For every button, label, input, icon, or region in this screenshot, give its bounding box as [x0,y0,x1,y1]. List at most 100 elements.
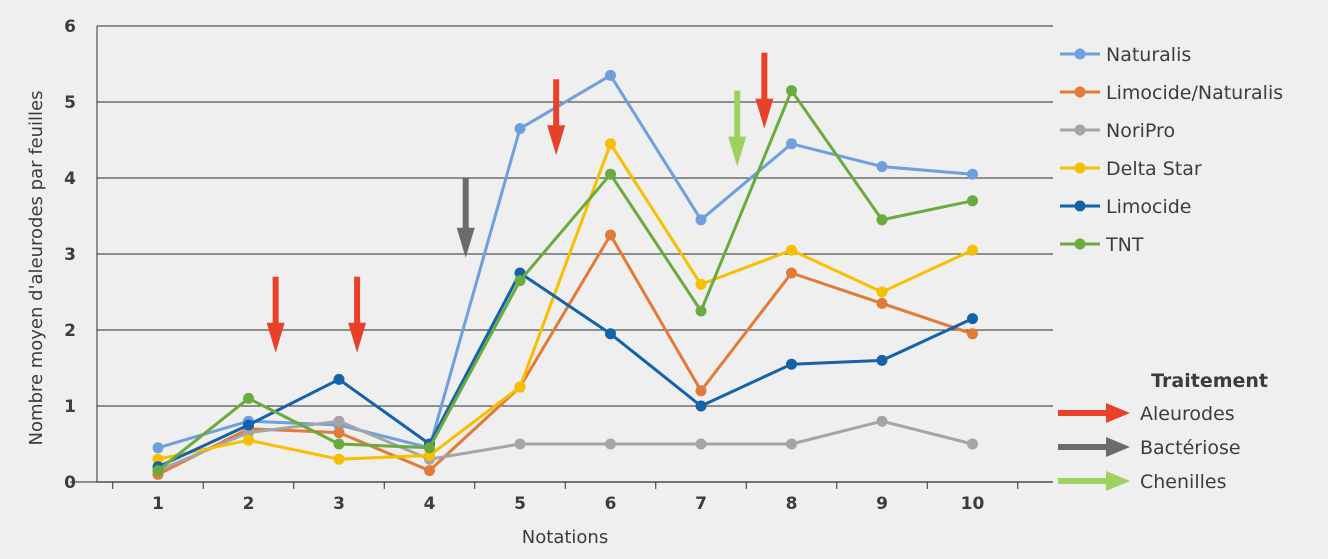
y-axis-label: Nombre moyen d'aleurodes par feuilles [26,91,47,446]
series-line-limocide-naturalis [157,233,973,476]
treatment-legend-label: Aleurodes [1140,403,1235,425]
treatment-arrow-aleurodes [348,276,367,353]
data-point-tnt [967,195,978,207]
treatment-legend-item: Chenilles [1058,471,1226,493]
y-tick-label: 6 [64,17,76,37]
data-point-limocide-naturalis [333,427,345,439]
x-tick-label: 8 [786,494,798,514]
data-point-delta-star [152,453,164,465]
legend-item: Naturalis [1060,44,1191,66]
treatment-arrow-chenilles [728,90,747,167]
legend-item: Limocide/Naturalis [1060,82,1283,104]
data-point-noripro [786,438,797,450]
treatment-legend: Traitement Aleurodes Bactériose Chenilles [1058,370,1268,493]
series-tnt [152,85,978,477]
y-tick-label: 2 [64,321,76,341]
treatment-arrow-bactériose [456,178,475,258]
data-point-noripro [243,427,254,439]
data-point-delta-star [514,381,526,393]
y-tick-label: 1 [64,397,76,417]
data-point-limocide [786,358,797,370]
data-point-noripro [695,438,707,450]
treatment-legend-arrow [1058,471,1130,491]
data-point-limocide [967,313,978,325]
data-point-tnt [152,465,164,477]
treatment-arrow-aleurodes [266,276,285,353]
series-legend: Naturalis Limocide/Naturalis NoriPro Delta … [1060,44,1283,256]
x-tick-label: 6 [605,494,617,514]
data-point-delta-star [786,244,797,256]
data-point-noripro [605,438,616,450]
series-lines [152,69,978,480]
y-tick-label: 0 [64,473,76,493]
data-point-naturalis [605,69,616,81]
treatment-arrow-aleurodes [755,52,774,129]
series-line-tnt [157,89,973,472]
data-point-noripro [514,438,526,450]
legend-label: TNT [1105,234,1144,256]
data-point-tnt [424,442,435,454]
treatment-legend-arrow [1058,437,1130,457]
data-point-limocide [876,354,888,366]
data-point-noripro [967,438,978,450]
x-tick-label: 7 [695,494,707,514]
data-point-limocide-naturalis [876,297,888,309]
legend-label: Limocide [1106,196,1191,218]
treatment-arrow-aleurodes [547,79,566,156]
treatment-legend-item: Aleurodes [1058,403,1235,425]
data-point-limocide [695,400,707,412]
x-tick-label: 3 [333,494,345,514]
data-point-limocide-naturalis [605,229,616,241]
series-line-noripro [157,419,973,472]
data-point-delta-star [876,286,888,298]
legend-item: TNT [1060,234,1144,256]
y-axis-ticks: 0 1 2 3 4 5 6 [64,17,76,493]
data-point-tnt [695,305,707,317]
legend-item: Limocide [1060,196,1191,218]
treatment-legend-label: Chenilles [1140,471,1226,493]
data-point-tnt [786,85,797,97]
data-point-limocide [243,419,254,431]
data-point-naturalis [876,161,888,173]
treatment-legend-heading: Traitement [1151,370,1268,392]
data-point-delta-star [695,278,707,290]
data-point-naturalis [514,123,526,135]
data-point-limocide-naturalis [424,465,435,477]
data-point-limocide-naturalis [695,385,707,397]
data-point-tnt [243,392,254,404]
legend-item: Delta Star [1060,158,1202,180]
data-point-delta-star [333,453,345,465]
data-point-limocide [333,373,345,385]
series-delta-star [152,138,978,465]
data-point-tnt [876,214,888,226]
x-tick-label: 5 [514,494,526,514]
x-tick-label: 2 [243,494,255,514]
legend-label: Naturalis [1106,44,1191,66]
grid-lines [70,25,1053,489]
data-point-tnt [514,275,526,287]
x-tick-label: 10 [961,494,985,514]
treatment-legend-item: Bactériose [1058,437,1241,459]
series-line-delta-star [157,142,974,461]
x-axis-label: Notations [522,527,608,548]
series-noripro [152,415,978,477]
x-tick-label: 9 [876,494,888,514]
series-line-limocide [157,271,974,469]
data-point-limocide-naturalis [967,328,978,340]
y-tick-label: 4 [64,169,76,189]
data-point-noripro [333,415,345,427]
data-point-delta-star [967,244,978,256]
data-point-naturalis [152,442,164,454]
treatment-legend-label: Bactériose [1140,437,1241,459]
data-point-limocide-naturalis [786,267,797,279]
legend-label: Limocide/Naturalis [1106,82,1283,104]
treatment-arrows [266,52,774,353]
data-point-delta-star [424,449,435,461]
legend-label: NoriPro [1106,120,1175,142]
treatment-legend-arrow [1058,403,1130,423]
x-axis-ticks: 1 2 3 4 5 6 7 8 9 10 [152,494,984,514]
data-point-naturalis [695,214,707,226]
legend-label: Delta Star [1106,158,1202,180]
y-tick-label: 3 [64,245,76,265]
